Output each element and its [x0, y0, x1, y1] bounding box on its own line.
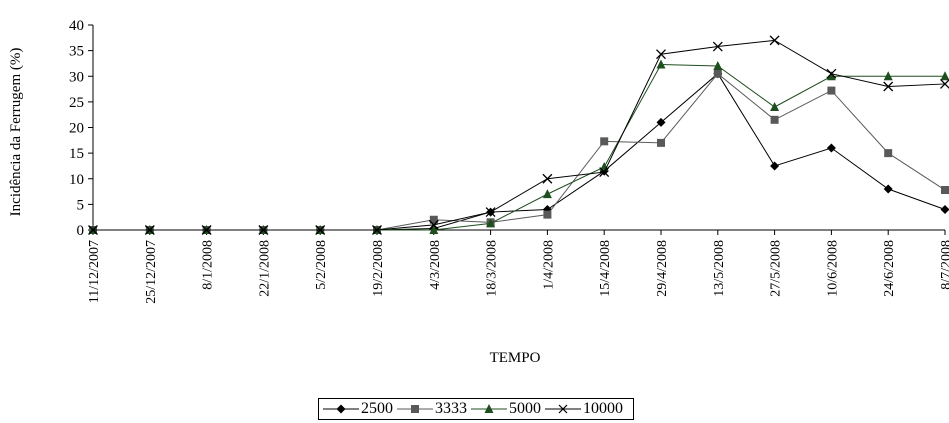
data-point-10000	[542, 173, 553, 184]
legend-label: 5000	[509, 400, 541, 417]
legend-label: 3333	[435, 400, 467, 417]
legend-item-10000: 10000	[545, 399, 623, 419]
x-tick-label: 25/12/2007	[144, 240, 159, 304]
series-line-10000	[93, 39, 946, 231]
x-tick-label: 1/4/2008	[541, 240, 556, 290]
data-point-5000	[713, 61, 723, 70]
series-5000	[88, 59, 949, 234]
data-point-10000	[144, 225, 155, 235]
x-tick-label: 8/7/2008	[939, 240, 949, 290]
triangle-marker-icon	[471, 404, 507, 413]
x-tick-label: 27/5/2008	[769, 240, 784, 297]
data-point-2500	[826, 143, 836, 153]
legend-label: 10000	[583, 400, 623, 417]
diamond-marker-icon	[323, 404, 359, 414]
data-point-5000	[486, 218, 496, 228]
data-point-10000	[258, 225, 269, 235]
x-tick-label: 18/3/2008	[485, 240, 500, 297]
data-point-10000	[428, 219, 439, 230]
series-line-5000	[93, 63, 945, 231]
data-point-10000	[201, 225, 212, 235]
data-point-10000	[315, 225, 326, 235]
series-2500	[88, 69, 949, 235]
legend: 2500 3333 5000 10000	[318, 398, 634, 420]
y-axis: 0 5 10 15 20 25 30 35 40	[69, 18, 94, 239]
y-tick-label: 5	[77, 197, 85, 213]
y-tick-label: 0	[77, 223, 85, 239]
data-point-2500	[770, 161, 780, 171]
x-tick-label: 4/3/2008	[428, 240, 443, 290]
data-point-2500	[883, 184, 893, 194]
x-tick-label: 24/6/2008	[882, 240, 897, 297]
legend-item-2500: 2500	[323, 399, 393, 419]
data-point-10000	[712, 41, 723, 52]
x-tick-label: 22/1/2008	[257, 240, 272, 297]
x-tick-label: 8/1/2008	[201, 240, 216, 290]
y-axis-label: Incidência da Ferrugem (%)	[8, 48, 24, 217]
data-point-5000	[826, 71, 836, 81]
data-point-3333	[713, 69, 722, 78]
y-tick-label: 15	[69, 146, 84, 162]
data-point-10000	[883, 81, 894, 92]
data-point-10000	[88, 225, 98, 235]
data-point-3333	[884, 149, 893, 158]
x-tick-label: 29/4/2008	[655, 240, 670, 297]
data-point-10000	[372, 225, 382, 235]
series-10000	[88, 35, 949, 235]
data-point-2500	[940, 205, 949, 214]
data-point-5000	[940, 71, 949, 81]
y-tick-label: 10	[69, 172, 84, 188]
square-marker-icon	[397, 405, 433, 413]
data-point-3333	[941, 186, 949, 195]
data-point-3333	[827, 86, 836, 95]
data-point-3333	[657, 138, 665, 147]
legend-item-3333: 3333	[397, 399, 467, 419]
data-point-2500	[656, 117, 666, 127]
data-point-10000	[599, 167, 610, 178]
data-point-10000	[826, 68, 837, 79]
data-point-10000	[485, 207, 496, 218]
legend-item-5000: 5000	[471, 399, 541, 419]
data-point-5000	[542, 189, 552, 199]
data-point-5000	[770, 102, 780, 111]
y-tick-label: 25	[69, 95, 84, 111]
data-point-10000	[940, 78, 949, 89]
series-layer	[88, 35, 949, 235]
y-tick-label: 30	[69, 69, 84, 85]
y-tick-label: 20	[69, 121, 84, 137]
x-tick-label: 10/6/2008	[825, 240, 840, 297]
series-line-2500	[93, 72, 946, 231]
data-point-5000	[883, 71, 893, 81]
data-point-10000	[769, 35, 780, 46]
x-tick-label: 15/4/2008	[598, 240, 613, 297]
y-tick-label: 40	[69, 18, 84, 34]
x-tick-label: 19/2/2008	[371, 240, 386, 297]
x-tick-label: 13/5/2008	[712, 240, 727, 297]
line-chart: 0 5 10 15 20 25 30 35 40 11/12/2007 25/12/2007 8/1…	[8, 18, 949, 366]
data-point-3333	[543, 210, 552, 219]
data-point-5000	[656, 59, 666, 69]
x-tick-label: 11/12/2007	[87, 240, 102, 303]
x-tick-label: 5/2/2008	[314, 240, 329, 290]
data-point-3333	[429, 215, 438, 224]
x-marker-icon	[545, 404, 581, 414]
data-point-5000	[429, 225, 439, 234]
data-point-3333	[770, 115, 779, 124]
data-point-10000	[656, 49, 666, 60]
data-point-3333	[600, 137, 609, 146]
x-axis: 11/12/2007 25/12/2007 8/1/2008 22/1/2008 5/2…	[87, 229, 949, 304]
series-line-3333	[93, 72, 946, 231]
legend-label: 2500	[361, 400, 393, 417]
y-tick-label: 35	[69, 44, 84, 60]
data-point-5000	[599, 161, 609, 171]
x-axis-label: TEMPO	[490, 350, 541, 366]
